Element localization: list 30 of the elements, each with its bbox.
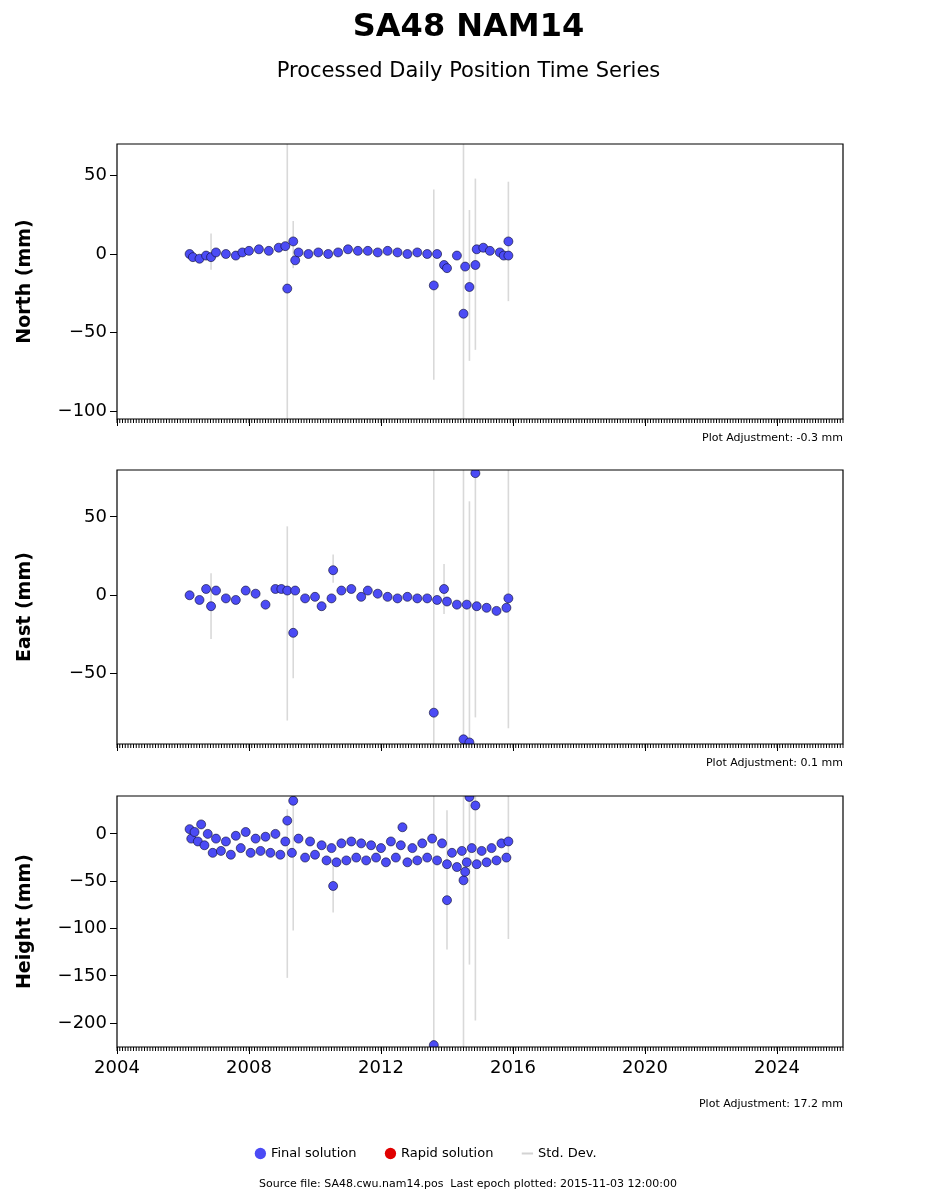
legend-label: Rapid solution <box>400 1144 494 1160</box>
y-axis-title: North (mm) <box>12 219 35 344</box>
x-tick-label: 2004 <box>94 1056 140 1078</box>
y-tick-label: 0 <box>95 821 107 843</box>
x-tick-label: 2020 <box>622 1056 668 1078</box>
x-tick-label: 2012 <box>358 1056 404 1078</box>
text: Plot Adjustment: 0.1 mm <box>705 756 843 770</box>
x-tick-label: 2024 <box>754 1056 800 1078</box>
y-tick-label: −100 <box>57 916 107 938</box>
y-tick-label: −50 <box>69 868 107 890</box>
source-note: Source file: SA48.cwu.nam14.pos Last epoch plotted: 2015-11-03 12:00:00 <box>259 1177 677 1191</box>
legend-label: Final solution <box>270 1144 357 1160</box>
y-tick-label: −150 <box>57 963 107 985</box>
x-tick-label: 2008 <box>226 1056 272 1078</box>
y-tick-label: 0 <box>95 241 107 263</box>
y-tick-label: 50 <box>84 163 107 185</box>
y-tick-label: −50 <box>69 661 107 683</box>
y-tick-label: −200 <box>57 1010 107 1032</box>
y-tick-label: −100 <box>57 398 107 420</box>
y-tick-label: 50 <box>84 504 107 526</box>
chart-subtitle: Processed Daily Position Time Series <box>275 58 662 82</box>
text: Plot Adjustment: 17.2 mm <box>698 1097 843 1111</box>
legend-label: Std. Dev. <box>537 1144 597 1160</box>
x-tick-label: 2016 <box>490 1056 536 1078</box>
y-tick-label: −50 <box>69 320 107 342</box>
y-axis-title: Height (mm) <box>12 853 35 990</box>
y-tick-label: 0 <box>95 582 107 604</box>
chart-title: SA48 NAM14 <box>351 6 586 44</box>
y-axis-title: East (mm) <box>12 552 35 662</box>
text: Plot Adjustment: -0.3 mm <box>702 431 843 445</box>
